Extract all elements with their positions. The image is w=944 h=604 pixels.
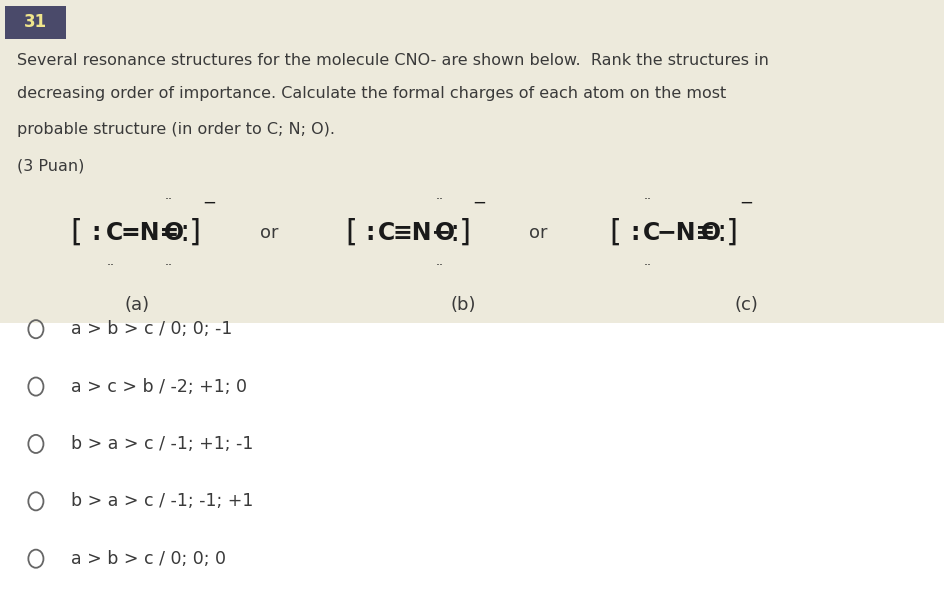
Text: or: or [529,223,548,242]
Text: O: O [434,220,454,245]
Text: ··: ·· [164,193,172,206]
Text: :: : [92,220,101,245]
Text: −: − [202,193,216,211]
Text: [: [ [345,218,357,247]
Text: −: − [472,193,486,211]
Text: or: or [260,223,278,242]
Bar [0,0,944,323]
Text: Several resonance structures for the molecule CNO- are shown below.  Rank the st: Several resonance structures for the mol… [17,53,768,68]
Text: 31: 31 [24,13,46,31]
Text: (a): (a) [125,296,149,314]
Text: b > a > c / -1; -1; +1: b > a > c / -1; -1; +1 [71,492,253,510]
Text: decreasing order of importance. Calculate the formal charges of each atom on the: decreasing order of importance. Calculat… [17,86,726,101]
Text: −N≡: −N≡ [656,220,716,245]
Text: O: O [700,220,720,245]
Text: :: : [365,220,375,245]
Text: ··: ·· [107,259,114,272]
Text: :: : [630,220,639,245]
Text: probable structure (in order to C; N; O).: probable structure (in order to C; N; O)… [17,123,335,137]
Text: −: − [738,193,752,211]
FancyBboxPatch shape [5,6,66,39]
Text: C: C [642,220,659,245]
Text: a > b > c / 0; 0; 0: a > b > c / 0; 0; 0 [71,550,226,568]
Text: (b): (b) [450,296,475,314]
Text: (c): (c) [733,296,758,314]
Text: a > c > b / -2; +1; 0: a > c > b / -2; +1; 0 [71,378,246,396]
Text: b > a > c / -1; +1; -1: b > a > c / -1; +1; -1 [71,435,253,453]
Text: ··: ·· [435,259,443,272]
Text: :]: :] [716,218,737,247]
Text: (3 Puan): (3 Puan) [17,159,84,173]
Text: ··: ·· [164,259,172,272]
Text: a > b > c / 0; 0; -1: a > b > c / 0; 0; -1 [71,320,232,338]
Text: ··: ·· [643,193,650,206]
Text: ··: ·· [435,193,443,206]
Text: ≡N−: ≡N− [392,220,451,245]
Text: [: [ [609,218,621,247]
Text: C: C [378,220,395,245]
Text: :]: :] [449,218,471,247]
Text: [: [ [71,218,83,247]
Text: =N=: =N= [121,220,180,245]
Text: :]: :] [179,218,201,247]
Text: O: O [163,220,183,245]
Text: C: C [106,220,123,245]
Text: ··: ·· [643,259,650,272]
